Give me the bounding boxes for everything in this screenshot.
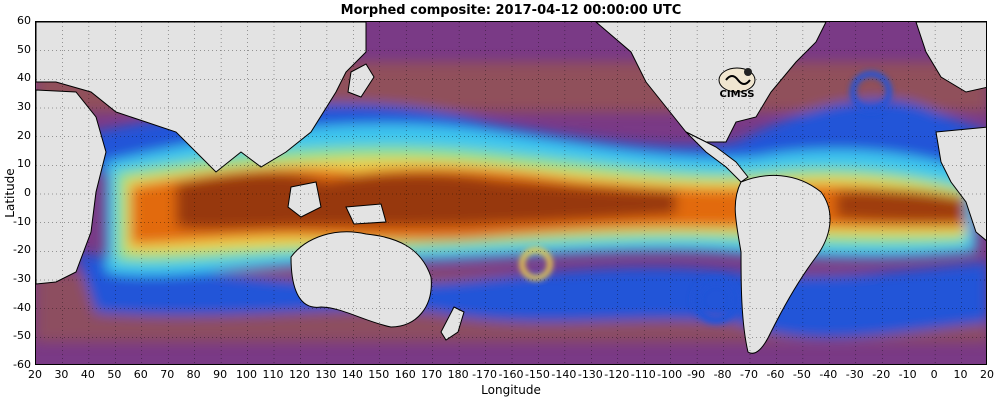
y-tick-label: 30	[17, 100, 31, 113]
y-tick-label: -60	[13, 358, 31, 371]
x-tick-label: -30	[845, 368, 864, 381]
land-new-zealand	[440, 306, 465, 341]
y-tick-label: 50	[17, 42, 31, 56]
x-tick-label: -50	[792, 368, 811, 381]
x-tick-label: 150	[368, 368, 390, 381]
y-tick-label: 20	[17, 128, 31, 142]
x-tick-label: 180	[447, 368, 469, 381]
x-tick-label: 20	[980, 368, 994, 381]
moisture-deep-atlantic	[836, 189, 966, 223]
land-africa	[36, 89, 107, 285]
map-title: Morphed composite: 2017-04-12 00:00:00 U…	[340, 3, 682, 18]
x-tick-label: 30	[54, 368, 69, 381]
swirl-atlantic-north	[850, 71, 892, 113]
cimss-logo-text: CIMSS	[719, 89, 755, 100]
x-tick-label: 110	[262, 368, 284, 381]
x-tick-label: 80	[186, 368, 201, 381]
water-vapor-map	[36, 22, 986, 364]
x-tick-label: -160	[498, 368, 524, 381]
x-tick-label: 60	[133, 368, 148, 381]
x-tick-label: 100	[236, 368, 258, 381]
y-tick-label: -30	[13, 272, 31, 285]
land-new-guinea	[345, 203, 387, 225]
cimss-logo: CIMSS	[712, 66, 762, 106]
x-tick-label: 10	[953, 368, 968, 381]
x-tick-label: 170	[421, 368, 443, 381]
x-tick-label: -170	[472, 368, 498, 381]
x-tick-label: -150	[524, 368, 550, 381]
x-tick-label: -110	[630, 368, 656, 381]
x-tick-label: 20	[28, 368, 42, 381]
y-tick-label: -40	[13, 300, 31, 314]
x-tick-label: 160	[394, 368, 416, 381]
y-tick-label: -20	[13, 243, 31, 257]
land-north-america	[595, 22, 827, 143]
y-tick-label: -50	[13, 329, 31, 343]
y-tick-label: 60	[17, 14, 31, 27]
swirl-pacific-mid	[519, 247, 553, 281]
x-tick-label: 120	[288, 368, 310, 381]
cimss-logo-graphic	[718, 67, 756, 93]
land-japan	[347, 63, 375, 98]
x-tick-label: 90	[213, 368, 228, 381]
y-tick-label: -10	[13, 214, 31, 228]
x-tick-label: 40	[80, 368, 95, 381]
x-tick-label: -140	[551, 368, 577, 381]
land-borneo	[287, 181, 322, 218]
x-tick-label: -80	[713, 368, 732, 381]
x-tick-label: -40	[819, 368, 838, 381]
x-tick-label: 130	[315, 368, 337, 381]
land-masses	[36, 22, 986, 354]
y-tick-label: 10	[17, 157, 31, 171]
x-tick-label: -20	[872, 368, 891, 381]
x-axis-label: Longitude	[481, 383, 541, 397]
land-west-africa	[935, 126, 986, 241]
land-south-america	[734, 174, 831, 354]
land-central-america	[685, 131, 749, 183]
x-tick-label: -120	[604, 368, 630, 381]
land-eurasia	[36, 22, 367, 173]
x-tick-label: 50	[107, 368, 122, 381]
x-tick-label: 0	[930, 368, 938, 381]
land-europe	[915, 22, 986, 93]
x-tick-label: -70	[740, 368, 758, 381]
x-tick-label: -100	[657, 368, 683, 381]
y-tick-label: 0	[24, 186, 31, 199]
map-frame: CIMSS	[35, 21, 987, 365]
x-tick-label: -10	[898, 368, 917, 381]
graticule	[36, 22, 986, 364]
x-tick-label: -90	[687, 368, 706, 381]
x-tick-label: -130	[577, 368, 603, 381]
land-australia	[290, 231, 432, 328]
x-tick-label: -60	[766, 368, 785, 381]
x-tick-label: 70	[160, 368, 175, 381]
x-tick-label: 140	[341, 368, 363, 381]
y-tick-label: 40	[17, 71, 31, 85]
